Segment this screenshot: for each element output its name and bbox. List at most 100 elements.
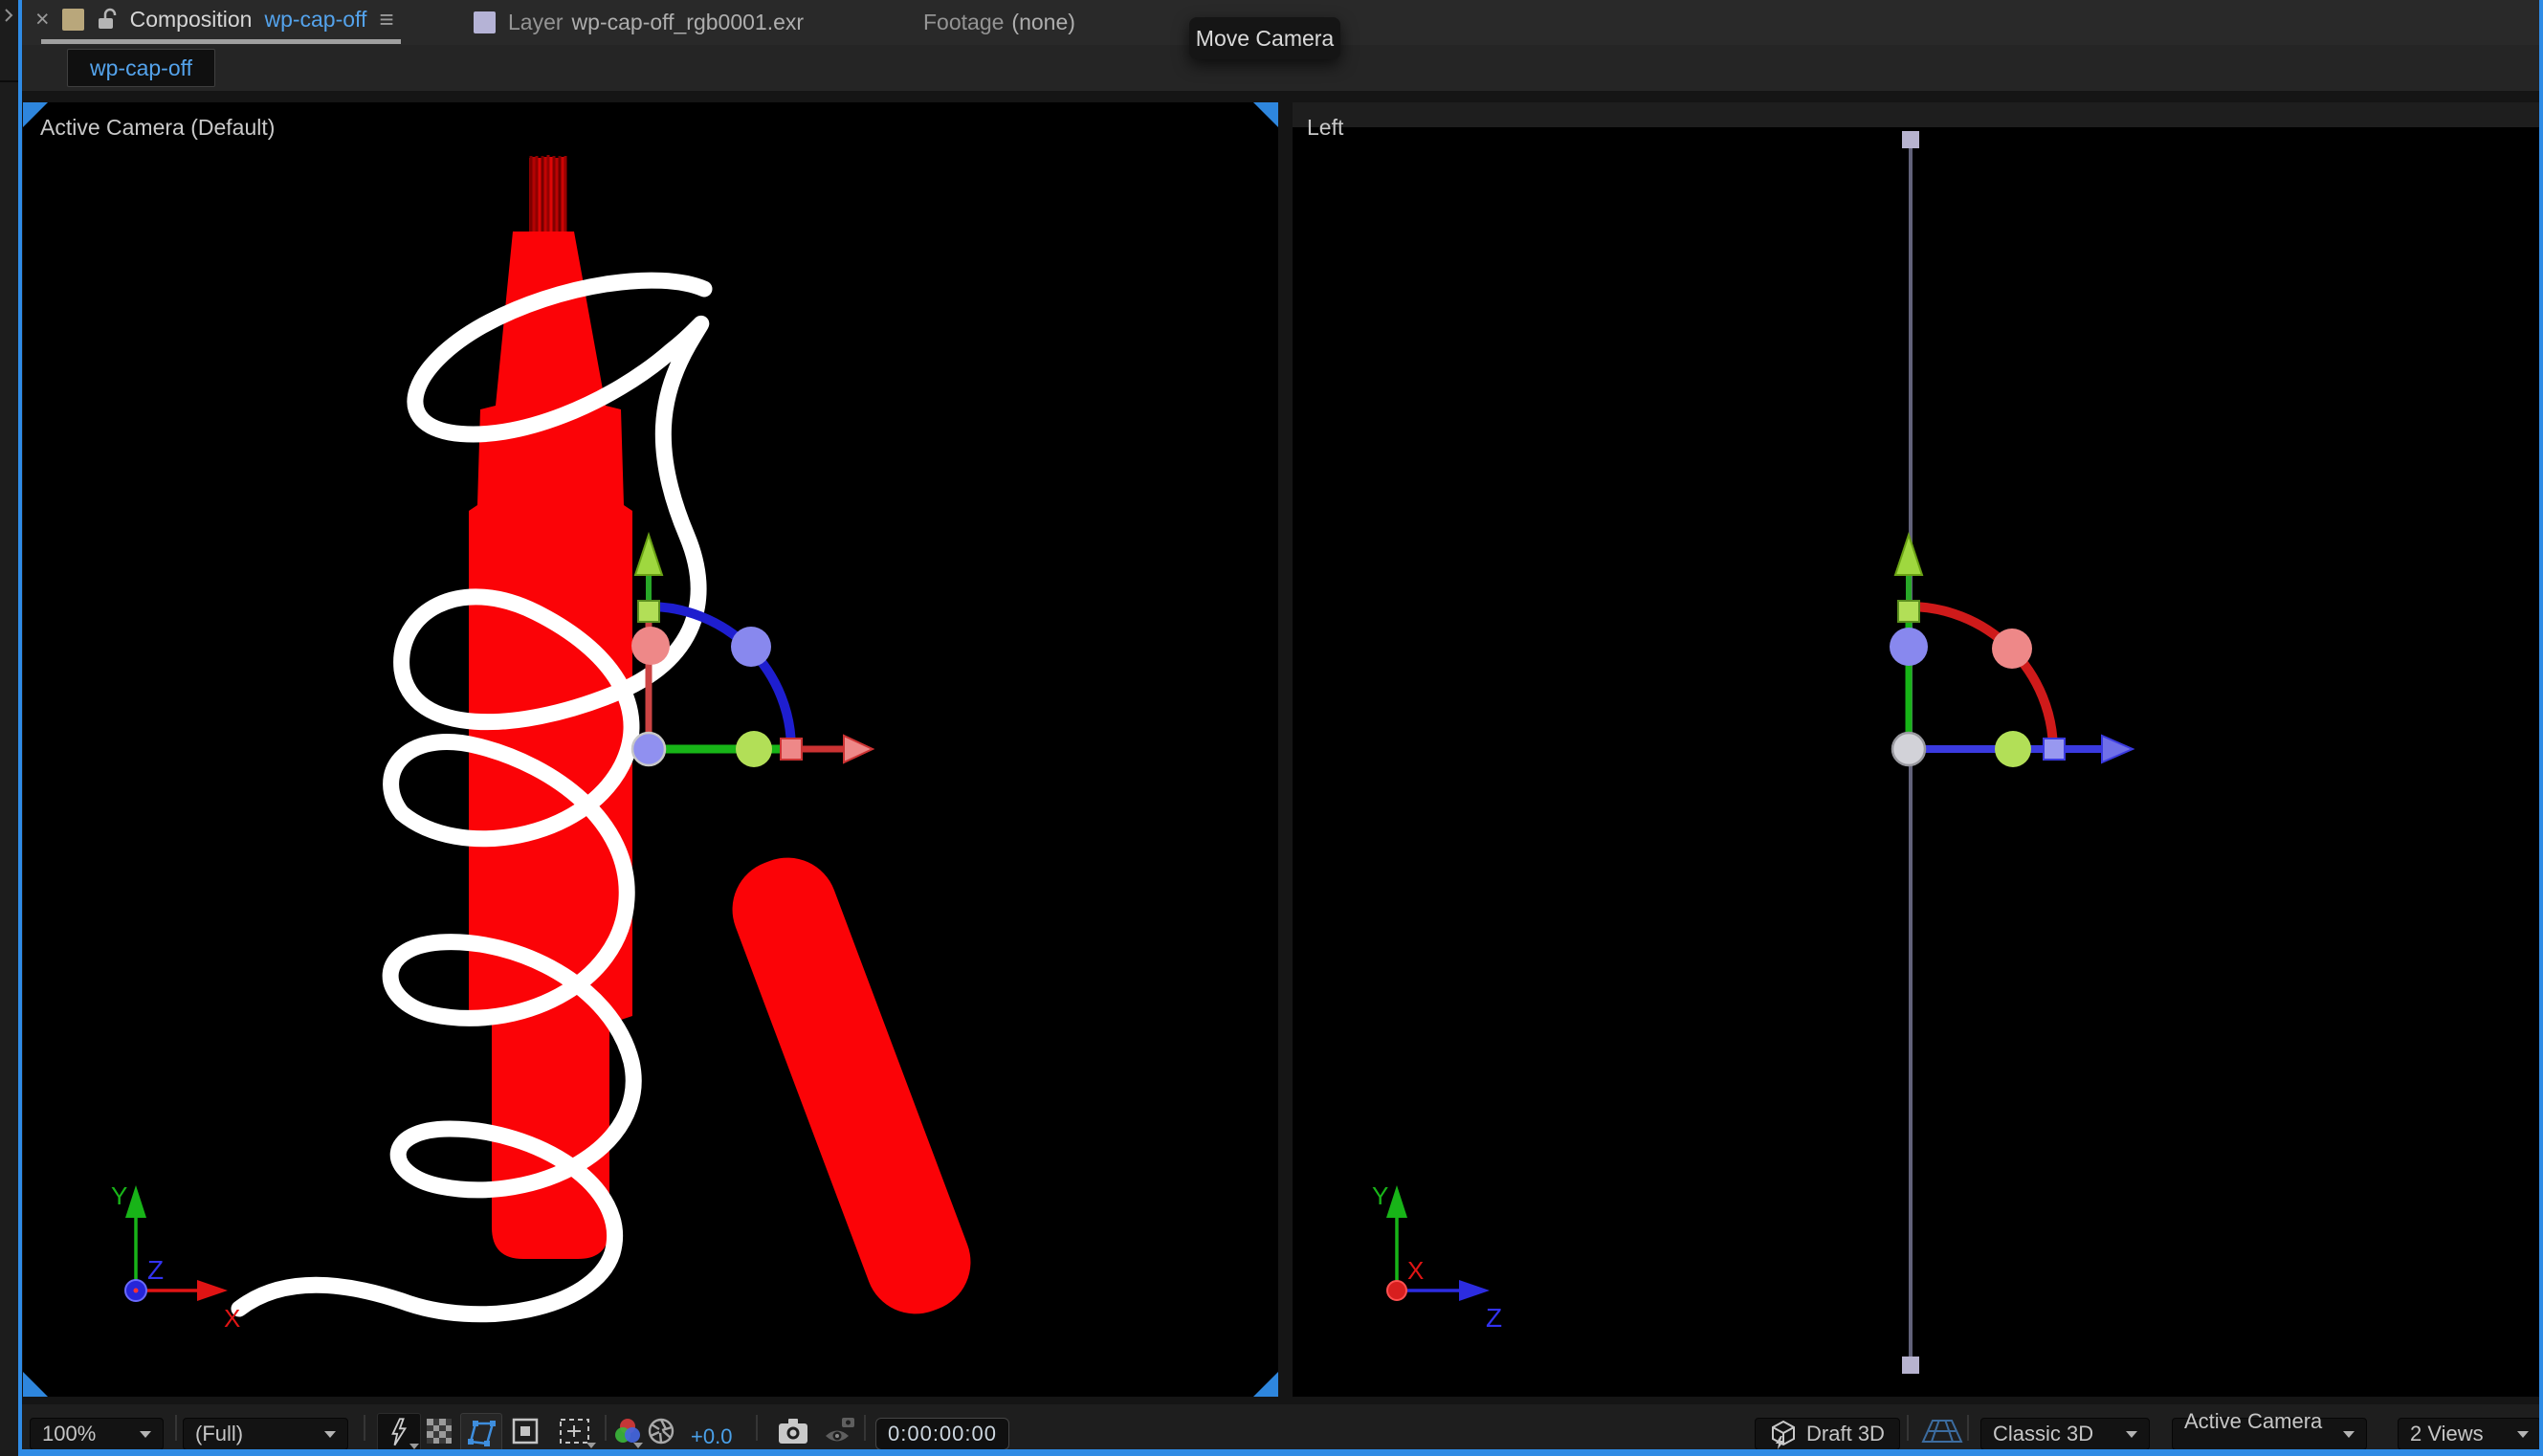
tab-layer-label: Layer bbox=[508, 10, 564, 34]
chevron-down-icon bbox=[633, 1443, 643, 1448]
renderer-value: Classic 3D bbox=[1993, 1422, 2094, 1445]
magnification-value: 100% bbox=[42, 1422, 97, 1445]
x-axis-arrow[interactable] bbox=[843, 734, 875, 764]
y-rotate-handle[interactable] bbox=[1995, 731, 2031, 767]
y-scale-handle[interactable] bbox=[1897, 600, 1920, 623]
active-tab-underline bbox=[41, 39, 401, 44]
gizmo-origin[interactable] bbox=[1891, 731, 1927, 767]
exposure-value[interactable]: +0.0 bbox=[691, 1424, 733, 1448]
viewport-area: Active Camera (Default) bbox=[22, 91, 2543, 1404]
viewport-left-view[interactable]: Left bbox=[1293, 102, 2543, 1397]
active-panel-border-right bbox=[2539, 0, 2543, 1456]
view-label: Left bbox=[1307, 115, 1344, 140]
region-of-interest-icon bbox=[512, 1418, 539, 1445]
view-layout-value: 2 Views bbox=[2410, 1422, 2484, 1445]
renderer-dropdown[interactable]: Classic 3D bbox=[1980, 1418, 2150, 1450]
show-channel-button[interactable] bbox=[611, 1413, 644, 1449]
magnification-dropdown[interactable]: 100% bbox=[30, 1418, 164, 1450]
panel-menu-icon[interactable]: ≡ bbox=[379, 5, 394, 33]
camera-transform-gizmo[interactable] bbox=[1890, 531, 2135, 767]
y-rotate-handle[interactable] bbox=[736, 731, 772, 767]
marker-tip bbox=[529, 155, 567, 234]
adjust-exposure-button[interactable] bbox=[645, 1413, 677, 1449]
show-snapshot-button[interactable] bbox=[822, 1413, 858, 1449]
y-scale-handle[interactable] bbox=[637, 600, 660, 623]
transparency-grid-button[interactable] bbox=[424, 1413, 454, 1449]
axis-y-label: Y bbox=[1372, 1181, 1388, 1210]
tab-layer[interactable]: Layer wp-cap-off_rgb0001.exr bbox=[474, 0, 804, 45]
viewer-tab-wp-cap-off[interactable]: wp-cap-off bbox=[67, 49, 215, 87]
active-view-corner-icon bbox=[23, 102, 48, 127]
exposure-aperture-icon bbox=[648, 1418, 674, 1445]
fast-preview-button[interactable] bbox=[377, 1413, 421, 1451]
snapshot-camera-icon bbox=[779, 1418, 807, 1444]
chevron-down-icon bbox=[2517, 1430, 2529, 1438]
view-camera-dropdown[interactable]: Active Camera ... bbox=[2172, 1409, 2367, 1456]
comp-canvas-active-camera[interactable]: Y X Z bbox=[23, 102, 1278, 1397]
camera-transform-gizmo[interactable] bbox=[630, 531, 875, 767]
chevron-down-icon bbox=[586, 1443, 596, 1448]
chevron-down-icon bbox=[324, 1430, 336, 1438]
viewer-tab-bar: wp-cap-off bbox=[22, 45, 2543, 91]
tab-composition-label: Composition bbox=[129, 7, 253, 32]
toolbar-divider bbox=[756, 1415, 758, 1441]
y-axis-arrow[interactable] bbox=[1893, 531, 1924, 576]
view-axis-indicator: Y Z X bbox=[1372, 1181, 1502, 1333]
chevron-down-icon bbox=[2126, 1430, 2137, 1438]
chevron-down-icon bbox=[409, 1444, 419, 1449]
z-rotate-handle[interactable] bbox=[1890, 628, 1928, 666]
ground-plane-button[interactable] bbox=[1918, 1413, 1966, 1449]
tab-footage-value: (none) bbox=[1011, 10, 1075, 34]
gizmo-origin[interactable] bbox=[630, 731, 667, 767]
view-camera-value: Active Camera ... bbox=[2184, 1409, 2323, 1456]
marker-cap bbox=[732, 857, 971, 1314]
tab-footage[interactable]: Footage (none) bbox=[923, 0, 1075, 45]
comp-color-swatch[interactable] bbox=[61, 9, 84, 31]
x-scale-handle[interactable] bbox=[780, 738, 803, 761]
draft-3d-label: Draft 3D bbox=[1806, 1422, 1885, 1445]
axis-y-label: Y bbox=[111, 1181, 127, 1210]
toolbar-divider bbox=[1907, 1415, 1909, 1441]
x-rotate-handle[interactable] bbox=[1992, 629, 2032, 669]
resolution-dropdown[interactable]: (Full) bbox=[183, 1418, 348, 1450]
viewport-active-camera[interactable]: Active Camera (Default) bbox=[23, 102, 1278, 1397]
tab-footage-label: Footage bbox=[923, 10, 1005, 34]
z-rotate-handle[interactable] bbox=[731, 627, 771, 667]
mask-visibility-button[interactable] bbox=[460, 1413, 502, 1451]
toolbar-divider bbox=[1967, 1415, 1969, 1441]
layer-color-swatch bbox=[474, 11, 496, 33]
axis-z-label: Z bbox=[1486, 1303, 1502, 1333]
axis-x-label: X bbox=[1407, 1256, 1424, 1285]
tab-composition[interactable]: × Composition wp-cap-off ≡ bbox=[35, 0, 394, 39]
comp-canvas-left[interactable]: Y Z X bbox=[1293, 102, 2543, 1397]
camera-endpoint-handle[interactable] bbox=[1902, 1357, 1919, 1374]
unlock-icon[interactable] bbox=[97, 8, 118, 33]
tab-composition-name: wp-cap-off bbox=[264, 7, 367, 32]
camera-endpoint-handle[interactable] bbox=[1902, 131, 1919, 148]
grid-guides-button[interactable] bbox=[553, 1413, 597, 1449]
close-icon[interactable]: × bbox=[35, 6, 50, 33]
chevron-down-icon bbox=[140, 1430, 151, 1438]
region-of-interest-button[interactable] bbox=[508, 1413, 542, 1449]
tab-layer-name: wp-cap-off_rgb0001.exr bbox=[571, 10, 805, 34]
toolbar-divider bbox=[605, 1415, 607, 1441]
z-axis-arrow[interactable] bbox=[2101, 734, 2135, 764]
take-snapshot-button[interactable] bbox=[776, 1413, 810, 1449]
y-axis-arrow[interactable] bbox=[633, 531, 664, 576]
panel-collapse-rail[interactable] bbox=[0, 0, 18, 1456]
z-scale-handle[interactable] bbox=[2043, 738, 2066, 761]
grid-guides-icon bbox=[560, 1419, 589, 1444]
transparency-grid-icon bbox=[427, 1419, 452, 1444]
x-rotate-handle[interactable] bbox=[631, 627, 670, 665]
view-layout-dropdown[interactable]: 2 Views bbox=[2398, 1418, 2541, 1450]
axis-x-label: X bbox=[224, 1304, 240, 1333]
chevron-right-icon bbox=[5, 9, 13, 22]
timecode-value: 0:00:00:00 bbox=[888, 1422, 997, 1445]
active-view-corner-icon bbox=[1253, 102, 1278, 127]
rail-divider bbox=[0, 80, 18, 82]
toolbar-divider bbox=[175, 1415, 177, 1441]
draft-3d-toggle[interactable]: Draft 3D bbox=[1755, 1418, 1900, 1450]
timecode-field[interactable]: 0:00:00:00 bbox=[875, 1418, 1009, 1450]
composition-toolbar: 100% (Full) bbox=[22, 1404, 2543, 1456]
